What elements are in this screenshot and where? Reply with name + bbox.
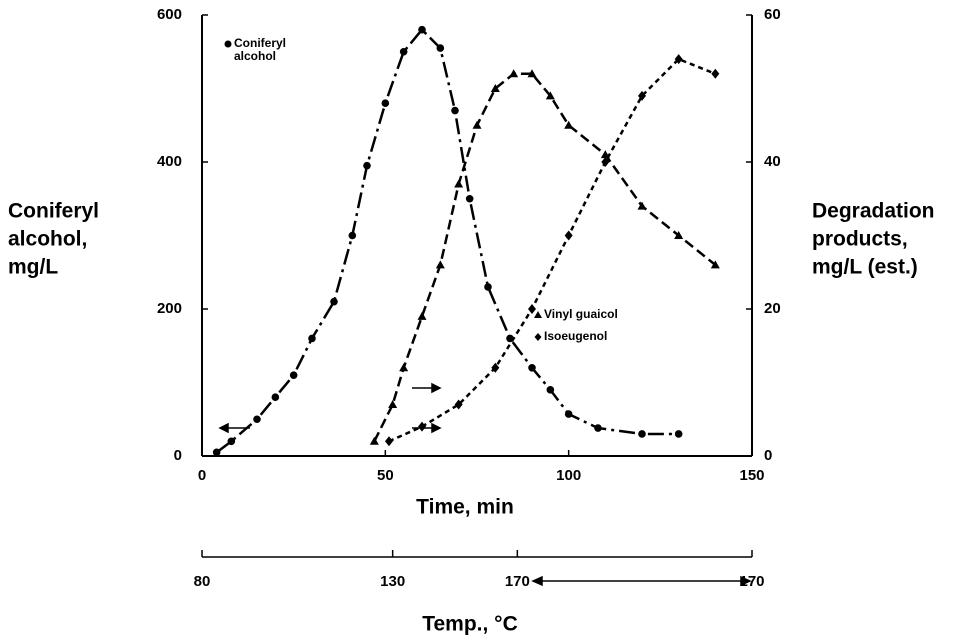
marker [289, 371, 298, 379]
legend-marker [224, 40, 232, 48]
marker [399, 47, 408, 56]
marker [212, 448, 221, 457]
marker [674, 54, 683, 65]
series-line [215, 27, 679, 454]
marker [418, 25, 426, 34]
series-line [388, 57, 716, 443]
marker [638, 430, 646, 438]
marker [385, 436, 393, 447]
legend-marker [534, 311, 542, 318]
marker [451, 106, 459, 115]
y2-tick-label: 40 [764, 153, 781, 170]
marker [454, 179, 464, 188]
temp-tick-label: 170 [739, 573, 764, 590]
marker [528, 364, 536, 372]
marker [638, 90, 646, 101]
marker [637, 201, 647, 210]
marker [363, 161, 371, 170]
temp-tick-label: 130 [380, 573, 405, 590]
marker [388, 400, 398, 409]
marker [509, 69, 519, 78]
y-tick-label: 200 [157, 300, 182, 317]
y2-axis-title: products, [812, 228, 908, 251]
marker [348, 231, 357, 240]
marker [527, 69, 537, 78]
x-tick-label: 0 [198, 467, 206, 484]
arrows [218, 382, 752, 587]
legend-label: Coniferyl alcohol [234, 36, 287, 63]
x-tick-label: 100 [556, 467, 581, 484]
y-axis-title: Coniferyl [8, 200, 99, 223]
marker [308, 334, 316, 343]
marker [711, 68, 720, 79]
marker [227, 437, 236, 446]
temp-axis-title: Temp., °C [422, 613, 518, 636]
y2-tick-label: 60 [764, 6, 781, 23]
marker [674, 430, 683, 438]
y2-tick-label: 0 [764, 447, 772, 464]
marker [710, 260, 720, 269]
marker [601, 157, 610, 167]
y-tick-label: 600 [157, 6, 182, 23]
marker [465, 194, 474, 203]
y-axis-title: alcohol, [8, 228, 87, 251]
marker [564, 230, 573, 241]
y2-tick-label: 20 [764, 300, 781, 317]
marker [369, 436, 379, 445]
marker [490, 84, 500, 92]
y-tick-label: 400 [157, 153, 182, 170]
y2-axis-title: mg/L (est.) [812, 256, 918, 279]
marker [418, 421, 426, 432]
legend-label: Vinyl guaicol [544, 307, 618, 321]
x-tick-label: 50 [377, 467, 394, 484]
legend-symbol [534, 333, 542, 341]
x-tick-label: 150 [739, 467, 764, 484]
marker [454, 399, 463, 410]
marker [564, 410, 573, 418]
series-line [373, 72, 717, 442]
marker [435, 260, 445, 269]
legend-label: Isoeugenol [544, 329, 608, 343]
marker [436, 44, 445, 52]
marker [491, 362, 500, 373]
temp-tick-label: 80 [194, 573, 211, 590]
marker [399, 363, 409, 372]
marker [484, 283, 492, 291]
marker [546, 386, 555, 394]
marker [545, 91, 555, 100]
y-axis-title: mg/L [8, 256, 58, 279]
marker [271, 393, 280, 402]
x-axis-title: Time, min [416, 496, 514, 519]
marker [674, 231, 684, 239]
legend-symbol [224, 40, 232, 48]
temp-tick-label: 170 [505, 573, 530, 590]
marker [330, 297, 338, 306]
marker [381, 99, 390, 107]
legend-symbol [534, 311, 542, 318]
y-tick-label: 0 [174, 447, 182, 464]
marker [472, 120, 482, 129]
y2-axis-title: Degradation [812, 200, 935, 223]
marker [564, 120, 574, 129]
marker [528, 304, 536, 314]
marker [417, 311, 427, 320]
marker [253, 415, 261, 424]
marker [594, 424, 602, 432]
legend-marker [534, 333, 542, 341]
